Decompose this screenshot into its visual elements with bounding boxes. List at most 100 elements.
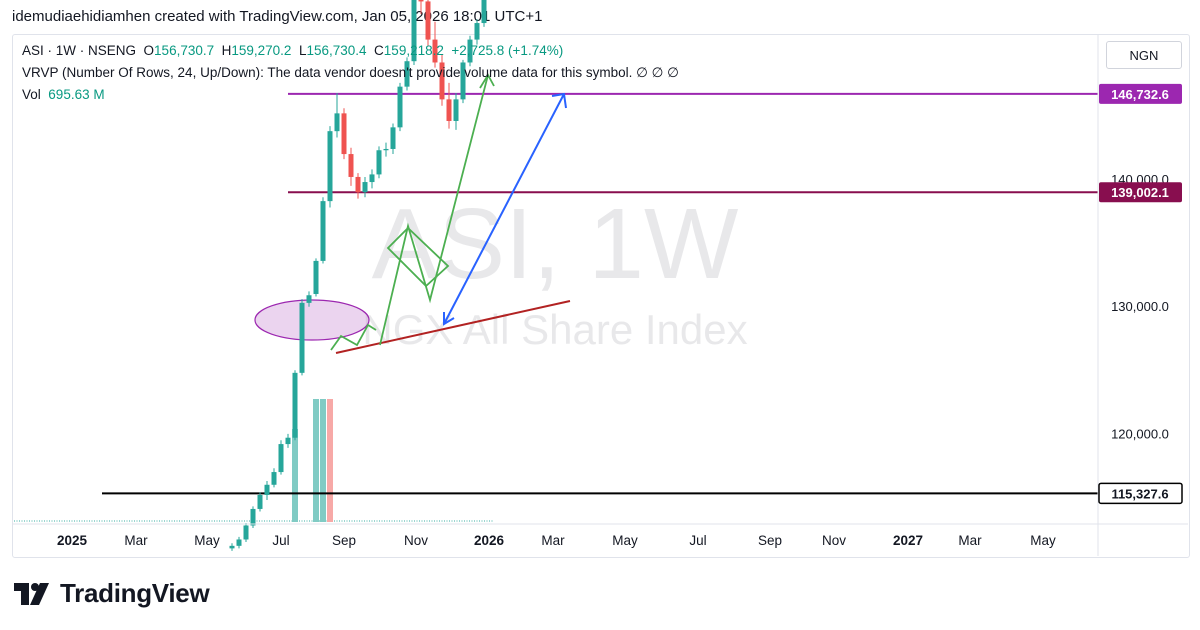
candle-body [439, 62, 445, 100]
currency-button[interactable]: NGN [1106, 41, 1182, 69]
wave-path-1 [330, 323, 377, 351]
level-price-label-bg [1098, 482, 1183, 505]
candle-body [446, 99, 452, 121]
candle-body [432, 39, 438, 63]
candle [250, 506, 256, 529]
level-price-label-bg [1099, 182, 1182, 203]
legend-open-label: O [143, 43, 155, 58]
candle [229, 543, 235, 551]
candle-body [404, 61, 410, 87]
green-rectangle-box [386, 226, 450, 288]
candle-body [425, 1, 431, 40]
legend-low-label: L [298, 43, 307, 58]
candle [453, 93, 459, 130]
candle [460, 59, 466, 104]
tradingview-logo[interactable]: TradingView [14, 578, 210, 609]
level-price-label: 139,002.1 [1111, 185, 1169, 200]
candle-body [271, 472, 277, 485]
chart-author-header: idemudiaehidiamhen created with TradingV… [12, 8, 543, 25]
y-tick-label: 120,000.0 [1111, 426, 1169, 441]
candle-body [362, 182, 368, 193]
x-tick-label: May [612, 533, 638, 548]
candle-body [257, 494, 263, 509]
candles-layer [229, 0, 487, 551]
candle [390, 123, 396, 155]
candle [320, 197, 326, 264]
candle [467, 35, 473, 67]
candle-body [306, 295, 312, 303]
volume-legend[interactable]: Vol 695.63 M [22, 87, 105, 102]
candle [341, 108, 347, 160]
x-tick-label: Sep [332, 533, 356, 548]
price-labels-layer: 180,000.0156,024.2146,732.6139,002.1115,… [1098, 83, 1183, 505]
chart-pane[interactable] [12, 34, 1190, 558]
candle [404, 57, 410, 91]
candle-body [299, 302, 305, 373]
x-tick-label: Nov [822, 533, 846, 548]
candle-body [355, 176, 361, 193]
projection-path-blue [443, 93, 565, 325]
legend-change: +2,725.8 (+1.74%) [451, 43, 564, 58]
legend-high-value: 159,270.2 [231, 43, 292, 58]
x-tick-label: Nov [404, 533, 428, 548]
ohlc-legend[interactable]: ASI · 1W · NSENG O156,730.7 H159,270.2 L… [22, 43, 563, 58]
symbol-watermark: ASI, 1W NGX All Share Index [362, 188, 747, 353]
x-tick-label: May [194, 533, 220, 548]
consolidation-ellipse [254, 299, 370, 341]
candle [334, 93, 340, 138]
green-arrow-head [479, 73, 495, 89]
volume-bar [320, 399, 326, 522]
candle-body [243, 525, 249, 540]
candle [432, 21, 438, 68]
candle [481, 0, 487, 27]
candle-body [390, 127, 396, 149]
candle-body [327, 131, 333, 202]
watermark-symbol: ASI, 1W [372, 188, 739, 300]
vrvp-indicator-legend[interactable]: VRVP (Number Of Rows, 24, Up/Down): The … [22, 65, 679, 80]
candle [348, 147, 354, 186]
candle-body [418, 0, 424, 2]
x-tick-label: May [1030, 533, 1056, 548]
price-axis: 120,000.0130,000.0140,000.0150,000.0170,… [1097, 35, 1169, 556]
x-tick-label: Mar [124, 533, 148, 548]
blue-arrow-head [551, 92, 567, 109]
x-tick-label: Jul [689, 533, 706, 548]
legend-high-label: H [221, 43, 232, 58]
candle-body [481, 0, 487, 24]
candle [313, 258, 319, 297]
candle [474, 19, 480, 45]
candle [278, 440, 284, 475]
candle [285, 433, 291, 448]
x-tick-label: Jul [272, 533, 289, 548]
legend-symbol[interactable]: ASI · 1W · NSENG [22, 43, 137, 58]
candle-body [320, 201, 326, 261]
candle [306, 291, 312, 307]
candle-body [229, 545, 235, 549]
x-tick-label: 2025 [57, 533, 88, 548]
candle [418, 0, 424, 15]
candle-body [341, 113, 347, 155]
x-tick-label: 2027 [893, 533, 923, 548]
candle [257, 492, 263, 512]
candle-body [376, 150, 382, 175]
trendline-support [335, 300, 571, 354]
legend-open-value: 156,730.7 [154, 43, 215, 58]
blue-arrow-tail [443, 312, 455, 326]
candle [411, 0, 417, 66]
candle [425, 0, 431, 46]
candle [264, 480, 270, 501]
candle-body [236, 539, 242, 546]
candle-body [397, 86, 403, 128]
candle [369, 169, 375, 189]
volume-layer [14, 399, 493, 522]
level-price-label: 115,327.6 [1111, 486, 1168, 501]
volume-bar [313, 399, 319, 522]
candle [355, 173, 361, 199]
candle [292, 370, 298, 441]
candle-body [313, 260, 319, 294]
x-tick-label: Sep [758, 533, 782, 548]
candle-body [334, 113, 340, 132]
x-tick-label: Mar [958, 533, 982, 548]
tradingview-logo-text: TradingView [60, 578, 210, 608]
